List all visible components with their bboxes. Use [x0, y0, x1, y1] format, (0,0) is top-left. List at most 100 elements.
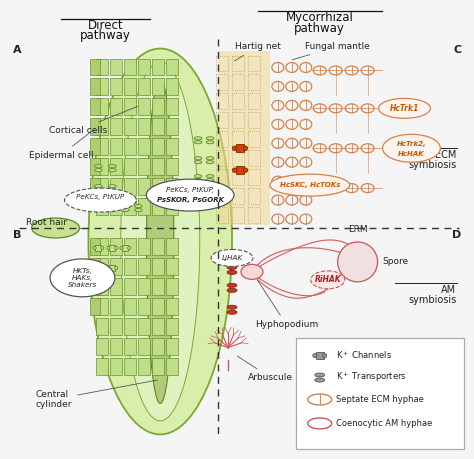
Bar: [124, 278, 137, 295]
Ellipse shape: [315, 373, 325, 377]
Bar: [110, 358, 122, 375]
Bar: [124, 298, 137, 315]
Bar: [166, 78, 178, 95]
Ellipse shape: [194, 196, 202, 200]
Bar: [152, 198, 164, 215]
Bar: [166, 98, 178, 115]
Bar: [138, 138, 150, 155]
Bar: [96, 238, 109, 255]
Bar: [124, 158, 137, 175]
Text: HKTs,
HAKs,
Shakers: HKTs, HAKs, Shakers: [68, 268, 97, 288]
Bar: [138, 338, 150, 355]
Circle shape: [115, 246, 118, 250]
Bar: [138, 258, 150, 275]
Text: HcSKC, HcTOKs: HcSKC, HcTOKs: [280, 182, 340, 188]
Bar: [110, 318, 122, 335]
Ellipse shape: [95, 208, 102, 212]
Bar: [216, 169, 228, 185]
Circle shape: [115, 266, 118, 269]
Bar: [124, 98, 137, 115]
Bar: [216, 131, 228, 147]
Bar: [91, 138, 100, 155]
Bar: [138, 178, 150, 195]
Ellipse shape: [95, 165, 102, 168]
Bar: [124, 318, 137, 335]
Text: Mycorrhizal: Mycorrhizal: [286, 11, 354, 24]
Bar: [124, 238, 137, 255]
Bar: [152, 338, 164, 355]
Bar: [138, 78, 150, 95]
Ellipse shape: [95, 168, 102, 172]
Circle shape: [100, 246, 104, 250]
Text: pathway: pathway: [80, 28, 131, 42]
Bar: [110, 278, 122, 295]
Text: ECM: ECM: [435, 150, 456, 160]
Ellipse shape: [95, 189, 102, 192]
Ellipse shape: [206, 196, 214, 200]
Ellipse shape: [311, 271, 345, 289]
Ellipse shape: [379, 98, 430, 118]
Ellipse shape: [206, 201, 214, 204]
Ellipse shape: [194, 161, 202, 164]
Bar: [166, 158, 178, 175]
Bar: [152, 358, 164, 375]
Bar: [110, 138, 122, 155]
Bar: [166, 198, 178, 215]
Bar: [152, 298, 164, 315]
Text: B: B: [13, 230, 21, 240]
Text: PeKCs, PtKUP: PeKCs, PtKUP: [76, 194, 125, 200]
Text: PeKCs, PtKUP,: PeKCs, PtKUP,: [166, 187, 214, 193]
Bar: [110, 178, 122, 195]
Bar: [110, 198, 122, 215]
Ellipse shape: [95, 185, 102, 188]
Ellipse shape: [206, 157, 214, 160]
Bar: [91, 178, 100, 195]
FancyBboxPatch shape: [296, 338, 465, 449]
Bar: [248, 188, 260, 204]
Bar: [96, 58, 109, 75]
Bar: [166, 258, 178, 275]
Ellipse shape: [227, 270, 237, 274]
Bar: [166, 178, 178, 195]
Text: Arbuscule: Arbuscule: [237, 356, 293, 382]
Bar: [96, 198, 109, 215]
Bar: [232, 150, 244, 166]
Bar: [138, 298, 150, 315]
Circle shape: [232, 168, 237, 173]
Ellipse shape: [89, 49, 232, 434]
Bar: [96, 178, 109, 195]
Bar: [138, 98, 150, 115]
Ellipse shape: [121, 205, 129, 207]
Bar: [124, 358, 137, 375]
Bar: [96, 358, 109, 375]
Bar: [138, 158, 150, 175]
Bar: [166, 338, 178, 355]
Bar: [96, 258, 109, 275]
Text: ERM: ERM: [347, 225, 367, 234]
Ellipse shape: [109, 165, 116, 168]
Bar: [232, 207, 244, 223]
Text: HcTrk2,: HcTrk2,: [397, 141, 426, 147]
Bar: [96, 298, 109, 315]
Bar: [96, 78, 109, 95]
Ellipse shape: [383, 134, 440, 162]
Circle shape: [337, 242, 378, 282]
Bar: [110, 298, 122, 315]
Bar: [152, 138, 164, 155]
Bar: [248, 207, 260, 223]
Bar: [248, 74, 260, 90]
Bar: [248, 56, 260, 72]
Bar: [96, 158, 109, 175]
Circle shape: [100, 266, 104, 269]
Bar: [152, 318, 164, 335]
Bar: [166, 138, 178, 155]
Bar: [91, 298, 100, 315]
Text: AM: AM: [441, 285, 456, 295]
Bar: [110, 98, 122, 115]
Ellipse shape: [227, 283, 237, 287]
Ellipse shape: [146, 179, 234, 211]
Bar: [124, 198, 137, 215]
Bar: [166, 298, 178, 315]
Bar: [91, 78, 100, 95]
Ellipse shape: [227, 310, 237, 314]
